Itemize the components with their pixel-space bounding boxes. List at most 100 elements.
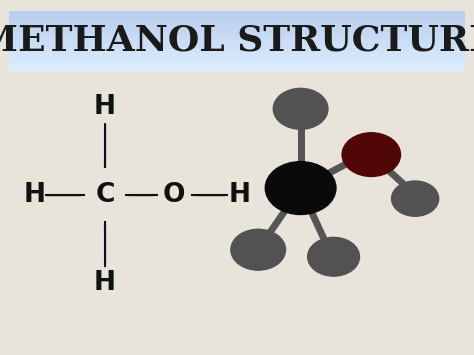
Circle shape xyxy=(350,139,388,167)
Circle shape xyxy=(278,92,321,124)
Circle shape xyxy=(232,230,284,269)
Circle shape xyxy=(265,162,336,214)
Circle shape xyxy=(406,192,418,200)
Circle shape xyxy=(325,251,333,256)
Circle shape xyxy=(281,94,317,121)
Circle shape xyxy=(342,133,401,176)
Circle shape xyxy=(276,91,323,126)
Circle shape xyxy=(293,103,299,107)
Circle shape xyxy=(242,237,269,258)
Text: O: O xyxy=(162,182,185,208)
Circle shape xyxy=(279,92,320,123)
Circle shape xyxy=(286,178,304,191)
Circle shape xyxy=(270,165,329,210)
Circle shape xyxy=(361,147,373,155)
Circle shape xyxy=(238,235,274,262)
Circle shape xyxy=(274,89,326,128)
Circle shape xyxy=(245,240,264,254)
Circle shape xyxy=(397,185,430,210)
Circle shape xyxy=(294,104,297,106)
Circle shape xyxy=(353,141,385,165)
Circle shape xyxy=(289,100,305,112)
Circle shape xyxy=(320,247,341,262)
Circle shape xyxy=(403,190,422,203)
Circle shape xyxy=(241,237,271,259)
Circle shape xyxy=(395,184,433,212)
Circle shape xyxy=(289,180,300,187)
Circle shape xyxy=(399,187,428,208)
Text: C: C xyxy=(95,182,115,208)
Circle shape xyxy=(322,248,338,260)
Circle shape xyxy=(281,173,313,197)
Circle shape xyxy=(278,171,317,200)
Circle shape xyxy=(248,242,259,251)
Circle shape xyxy=(360,146,374,157)
Circle shape xyxy=(346,135,395,173)
Circle shape xyxy=(292,102,300,108)
Circle shape xyxy=(251,244,256,248)
Text: METHANOL STRUCTURE: METHANOL STRUCTURE xyxy=(0,24,474,58)
Circle shape xyxy=(321,247,339,261)
Circle shape xyxy=(326,251,331,255)
Circle shape xyxy=(247,241,261,252)
Circle shape xyxy=(348,137,392,170)
Circle shape xyxy=(398,186,429,209)
Circle shape xyxy=(274,168,323,205)
Circle shape xyxy=(323,249,336,259)
Circle shape xyxy=(354,142,383,163)
Circle shape xyxy=(311,240,355,273)
Text: H: H xyxy=(228,182,250,208)
Circle shape xyxy=(405,191,419,201)
Circle shape xyxy=(273,167,325,207)
Circle shape xyxy=(292,182,296,184)
Circle shape xyxy=(324,250,335,257)
Circle shape xyxy=(285,97,310,116)
Circle shape xyxy=(252,245,255,247)
Circle shape xyxy=(290,101,303,111)
Circle shape xyxy=(312,240,353,272)
Circle shape xyxy=(268,164,332,211)
Circle shape xyxy=(280,93,318,122)
Circle shape xyxy=(237,234,276,263)
Circle shape xyxy=(402,189,423,204)
Circle shape xyxy=(291,181,298,186)
Circle shape xyxy=(363,148,369,153)
Text: H: H xyxy=(23,182,46,208)
Circle shape xyxy=(313,241,352,270)
Circle shape xyxy=(355,142,381,162)
Circle shape xyxy=(396,185,432,211)
Circle shape xyxy=(392,181,438,216)
Text: H: H xyxy=(94,270,116,296)
Circle shape xyxy=(309,238,358,275)
Circle shape xyxy=(283,175,309,194)
Circle shape xyxy=(283,96,313,118)
Circle shape xyxy=(273,88,328,129)
Text: H: H xyxy=(94,94,116,120)
Circle shape xyxy=(267,163,334,213)
Circle shape xyxy=(365,149,367,152)
Circle shape xyxy=(282,95,315,119)
Circle shape xyxy=(234,232,281,267)
Circle shape xyxy=(347,136,393,171)
Circle shape xyxy=(243,238,267,257)
Circle shape xyxy=(310,239,356,274)
Circle shape xyxy=(328,252,330,254)
Circle shape xyxy=(284,97,311,117)
Circle shape xyxy=(233,231,282,268)
Circle shape xyxy=(392,182,438,215)
Circle shape xyxy=(407,192,416,200)
Circle shape xyxy=(308,237,359,276)
Circle shape xyxy=(231,229,285,270)
Circle shape xyxy=(291,102,302,110)
Circle shape xyxy=(315,243,349,268)
Circle shape xyxy=(393,182,436,214)
Circle shape xyxy=(237,233,277,264)
Circle shape xyxy=(404,190,420,202)
Circle shape xyxy=(271,166,328,208)
Circle shape xyxy=(317,244,346,266)
Circle shape xyxy=(275,169,321,203)
Circle shape xyxy=(285,176,306,192)
Circle shape xyxy=(279,172,315,199)
Circle shape xyxy=(249,243,258,249)
Circle shape xyxy=(356,143,380,161)
